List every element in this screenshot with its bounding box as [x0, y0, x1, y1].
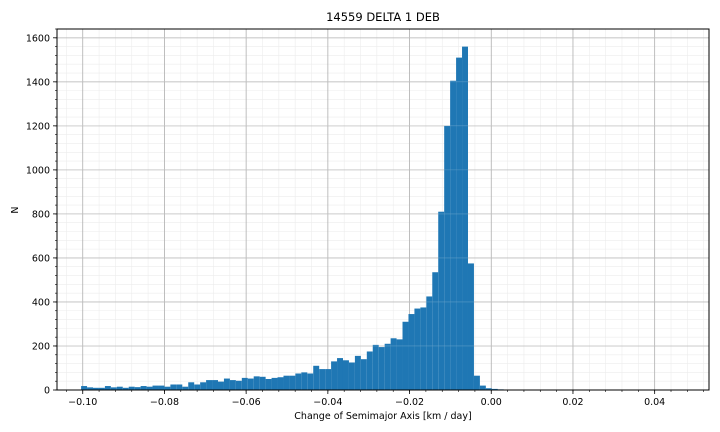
histogram-bar	[342, 360, 349, 390]
histogram-bar	[473, 375, 480, 390]
y-tick-label: 200	[32, 341, 50, 352]
histogram-bar	[366, 351, 373, 390]
histogram-bar	[104, 386, 111, 390]
histogram-bar	[259, 376, 266, 390]
histogram-bar	[283, 375, 290, 390]
histogram-bar	[152, 385, 159, 390]
histogram-bar	[140, 386, 147, 390]
y-tick-label: 600	[32, 253, 50, 264]
x-tick-label: −0.02	[395, 397, 424, 408]
histogram-bar	[354, 355, 361, 390]
x-tick-label: −0.04	[313, 397, 342, 408]
histogram-bar	[200, 382, 207, 390]
histogram-bar	[485, 388, 492, 390]
histogram-bar	[277, 377, 284, 390]
y-axis-ticks: 0 200 400 600 800 1000 1200 1400 1600	[26, 28, 57, 397]
histogram-bar	[122, 387, 129, 390]
histogram-bar	[438, 211, 445, 390]
histogram-bar	[313, 365, 320, 390]
histogram-bar	[158, 385, 165, 390]
plot-frame	[56, 28, 710, 391]
histogram-bar	[253, 376, 260, 390]
x-tick-label: −0.10	[68, 397, 97, 408]
x-axis-ticks: −0.10 −0.08 −0.06 −0.04 −0.02 0.00 0.02 0.04	[66, 390, 704, 408]
histogram-bar	[402, 321, 409, 390]
histogram-bar	[420, 307, 427, 390]
histogram-bar	[444, 125, 451, 390]
histogram-bar	[295, 373, 302, 390]
histogram-bar	[128, 386, 135, 390]
histogram-bar	[432, 272, 439, 390]
x-tick-label: 0.02	[562, 397, 583, 408]
histogram-bar	[110, 387, 117, 390]
histogram-bar	[265, 378, 272, 390]
histogram-bar	[271, 377, 278, 390]
chart-title: 14559 DELTA 1 DEB	[326, 10, 440, 24]
histogram-bar	[450, 80, 457, 390]
y-tick-label: 1600	[26, 33, 50, 44]
histogram-bar	[390, 338, 397, 390]
histogram-bar	[176, 384, 183, 390]
histogram-bar	[331, 361, 338, 390]
histogram-bar	[348, 362, 355, 390]
x-axis-label: Change of Semimajor Axis [km / day]	[294, 411, 471, 422]
histogram-bar	[81, 386, 88, 390]
x-tick-label: 0.04	[644, 397, 665, 408]
histogram-bar	[325, 369, 332, 390]
histogram-bar	[116, 386, 123, 390]
histogram-bar	[146, 386, 153, 390]
y-tick-label: 1400	[26, 77, 50, 88]
histogram-bar	[426, 296, 433, 390]
histogram-bar	[235, 380, 242, 390]
histogram-bar	[408, 314, 415, 390]
x-tick-label: −0.08	[150, 397, 179, 408]
histogram-bar	[378, 347, 385, 390]
histogram-bar	[164, 386, 171, 390]
histogram-bar	[456, 57, 463, 391]
histogram-bars	[57, 37, 709, 391]
y-tick-label: 1200	[26, 121, 50, 132]
histogram-bar	[384, 343, 391, 390]
histogram-bar	[337, 358, 343, 390]
histogram-bar	[87, 387, 94, 390]
histogram-bar	[289, 375, 296, 390]
x-tick-label: −0.06	[232, 397, 261, 408]
histogram-bar	[301, 372, 308, 390]
histogram-bar	[98, 387, 105, 390]
y-tick-label: 0	[44, 386, 50, 397]
histogram-bar	[396, 339, 403, 390]
histogram-bar	[372, 344, 379, 390]
histogram-bar	[206, 380, 213, 390]
histogram-bar	[319, 369, 326, 390]
histogram-bar	[134, 387, 141, 390]
histogram-bar	[93, 387, 99, 390]
histogram-bar	[241, 377, 248, 390]
histogram-bar	[467, 263, 474, 390]
histogram-bar	[188, 382, 195, 390]
histogram-bar	[229, 380, 236, 390]
histogram-bar	[182, 386, 189, 390]
histogram-bar	[479, 385, 486, 390]
histogram-bar	[360, 359, 367, 390]
histogram-bar	[194, 384, 201, 390]
histogram-bar	[414, 308, 421, 390]
y-tick-label: 800	[32, 209, 50, 220]
x-tick-label: 0.00	[481, 397, 502, 408]
histogram-bar	[462, 46, 468, 391]
histogram-bar	[218, 381, 224, 390]
y-tick-label: 1000	[26, 165, 50, 176]
histogram-bar	[212, 380, 219, 390]
histogram-bar	[491, 388, 498, 390]
histogram-bar	[307, 373, 314, 390]
y-tick-label: 400	[32, 297, 50, 308]
histogram-bar	[247, 378, 254, 390]
y-axis-label: N	[10, 206, 21, 213]
histogram-bar	[170, 384, 177, 390]
histogram-bar	[223, 378, 230, 390]
